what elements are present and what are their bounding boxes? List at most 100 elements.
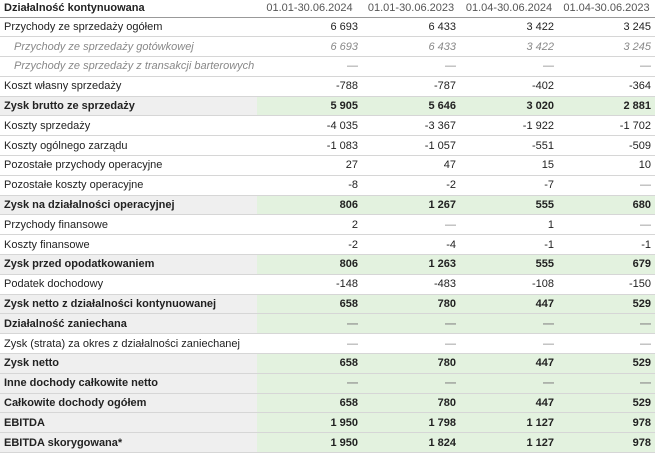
cell-value: —: [362, 333, 460, 355]
table-row: EBITDA 1 950 1 798 1 127 978: [0, 412, 655, 434]
cell-value: -787: [362, 76, 460, 97]
cell-value: -2: [362, 175, 460, 196]
row-label: Przychody ze sprzedaży z transakcji bart…: [0, 56, 257, 77]
table-row: Podatek dochodowy -148 -483 -108 -150: [0, 274, 655, 295]
cell-value: 806: [257, 195, 362, 216]
row-label: EBITDA: [0, 412, 257, 434]
row-label: Koszty sprzedaży: [0, 115, 257, 137]
cell-value: —: [257, 313, 362, 335]
row-label: Koszt własny sprzedaży: [0, 76, 257, 97]
table-body: Przychody ze sprzedaży ogółem 6 693 6 433 3…: [0, 17, 655, 454]
cell-value: —: [558, 175, 655, 196]
cell-value: -108: [460, 274, 558, 295]
row-label: Koszty ogólnego zarządu: [0, 135, 257, 157]
cell-value: 555: [460, 254, 558, 275]
cell-value: —: [257, 373, 362, 394]
table-row: Zysk przed opodatkowaniem 806 1 263 555 679: [0, 254, 655, 275]
cell-value: -402: [460, 76, 558, 97]
table-row: Działalność zaniechana — — — —: [0, 313, 655, 335]
row-label: EBITDA skorygowana*: [0, 432, 257, 454]
cell-value: —: [460, 333, 558, 355]
cell-value: —: [558, 313, 655, 335]
cell-value: —: [558, 56, 655, 77]
column-header: 01.04-30.06.2024: [460, 0, 558, 18]
table-row: Zysk (strata) za okres z działalności za…: [0, 333, 655, 355]
row-label: Zysk netto z działalności kontynuowanej: [0, 294, 257, 315]
table-row: Przychody ze sprzedaży z transakcji bart…: [0, 56, 655, 77]
cell-value: -7: [460, 175, 558, 196]
cell-value: -364: [558, 76, 655, 97]
table-row: Przychody finansowe 2—1—: [0, 214, 655, 236]
row-label: Działalność zaniechana: [0, 313, 257, 335]
column-header: 01.01-30.06.2023: [362, 0, 460, 18]
cell-value: 5 646: [362, 96, 460, 117]
table-row: Koszt własny sprzedaży -788 -787 -402 -364: [0, 76, 655, 97]
cell-value: -483: [362, 274, 460, 295]
cell-value: 3 245: [558, 17, 655, 38]
cell-value: -148: [257, 274, 362, 295]
cell-value: 3 422: [460, 36, 558, 58]
cell-value: 1 127: [460, 412, 558, 434]
cell-value: 447: [460, 353, 558, 374]
cell-value: —: [460, 373, 558, 394]
cell-value: —: [362, 313, 460, 335]
row-label: Zysk (strata) za okres z działalności za…: [0, 333, 257, 355]
cell-value: -1 702: [558, 115, 655, 137]
cell-value: 529: [558, 294, 655, 315]
cell-value: 978: [558, 432, 655, 454]
cell-value: -3 367: [362, 115, 460, 137]
cell-value: 15: [460, 155, 558, 176]
table-row: Zysk na działalności operacyjnej 806 1 267…: [0, 195, 655, 216]
cell-value: 2: [257, 214, 362, 236]
table-row: Całkowite dochody ogółem 658 780 447 529: [0, 393, 655, 414]
cell-value: 1 950: [257, 432, 362, 454]
table-row: Przychody ze sprzedaży gotówkowej 6 693 6 …: [0, 36, 655, 58]
cell-value: 2 881: [558, 96, 655, 117]
row-label: Zysk przed opodatkowaniem: [0, 254, 257, 275]
cell-value: 47: [362, 155, 460, 176]
cell-value: 1 824: [362, 432, 460, 454]
table-row: Koszty finansowe -2 -4 -1 -1: [0, 234, 655, 256]
table-row: Koszty sprzedaży -4 035 -3 367 -1 922 -1 702: [0, 115, 655, 137]
cell-value: -1: [558, 234, 655, 256]
row-label: Zysk netto: [0, 353, 257, 374]
cell-value: 658: [257, 353, 362, 374]
cell-value: 806: [257, 254, 362, 275]
cell-value: -4 035: [257, 115, 362, 137]
cell-value: 1 798: [362, 412, 460, 434]
cell-value: —: [558, 214, 655, 236]
cell-value: 1 950: [257, 412, 362, 434]
table-row: Pozostałe przychody operacyjne 27 47 15 10: [0, 155, 655, 176]
row-label: Przychody ze sprzedaży ogółem: [0, 17, 257, 38]
cell-value: -788: [257, 76, 362, 97]
row-label: Zysk brutto ze sprzedaży: [0, 96, 257, 117]
cell-value: 6 433: [362, 17, 460, 38]
section-header: Działalność kontynuowana: [0, 0, 257, 18]
table-row: Przychody ze sprzedaży ogółem 6 693 6 433 3…: [0, 17, 655, 38]
cell-value: 447: [460, 294, 558, 315]
cell-value: 555: [460, 195, 558, 216]
table-row: EBITDA skorygowana* 1 950 1 824 1 127 978: [0, 432, 655, 454]
row-label: Inne dochody całkowite netto: [0, 373, 257, 394]
cell-value: -509: [558, 135, 655, 157]
row-label: Koszty finansowe: [0, 234, 257, 256]
cell-value: —: [558, 373, 655, 394]
table-row: Zysk netto 658 780 447 529: [0, 353, 655, 374]
cell-value: —: [558, 333, 655, 355]
cell-value: 6 693: [257, 17, 362, 38]
cell-value: -4: [362, 234, 460, 256]
cell-value: —: [362, 214, 460, 236]
cell-value: -1 922: [460, 115, 558, 137]
row-label: Całkowite dochody ogółem: [0, 393, 257, 414]
cell-value: -150: [558, 274, 655, 295]
cell-value: 6 693: [257, 36, 362, 58]
table-row: Inne dochody całkowite netto — — — —: [0, 373, 655, 394]
column-header: 01.04-30.06.2023: [558, 0, 655, 18]
row-label: Pozostałe koszty operacyjne: [0, 175, 257, 196]
cell-value: 3 422: [460, 17, 558, 38]
cell-value: —: [460, 56, 558, 77]
header-row: Działalność kontynuowana 01.01-30.06.2024…: [0, 0, 655, 18]
cell-value: 780: [362, 294, 460, 315]
cell-value: 1 127: [460, 432, 558, 454]
